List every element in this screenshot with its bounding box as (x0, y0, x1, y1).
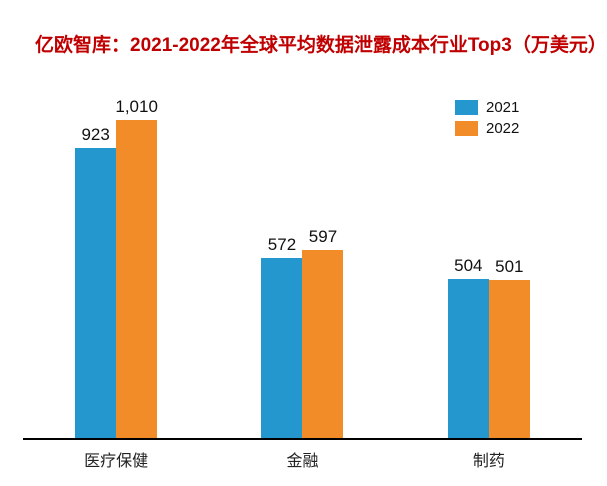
bar-group-2: 572 597 (209, 92, 395, 438)
legend: 2021 2022 (455, 100, 519, 136)
value-label: 597 (308, 227, 338, 247)
bar-2022-2: 597 (302, 227, 344, 438)
category-label: 制药 (472, 453, 505, 470)
bar-2022-3: 501 (488, 257, 530, 438)
value-label: 501 (495, 257, 524, 277)
category-axis: 医疗保健 金融 制药 (23, 447, 582, 471)
chart-title: 亿欧智库：2021-2022年全球平均数据泄露成本行业Top3（万美元） (35, 35, 607, 56)
value-label: 572 (267, 235, 297, 255)
bar-2022-1: 1,010 (115, 97, 158, 438)
legend-label: 2021 (486, 99, 520, 116)
legend-swatch-2022 (455, 121, 478, 136)
bar-group-1: 923 1,010 (23, 92, 209, 438)
legend-label: 2022 (486, 120, 520, 137)
bar-group-3: 504 501 (396, 92, 582, 438)
legend-item-2022: 2022 (455, 121, 519, 136)
legend-swatch-2021 (455, 100, 478, 115)
value-label: 923 (81, 124, 110, 144)
bar-2021-1: 923 (75, 125, 117, 438)
bar-2021-3: 504 (447, 256, 489, 438)
plot-area: 923 1,010 572 597 504 501 (23, 92, 582, 440)
category-label: 医疗保健 (84, 453, 149, 470)
bar-2021-2: 572 (261, 235, 303, 438)
legend-item-2021: 2021 (455, 100, 519, 115)
value-label: 1,010 (115, 97, 158, 117)
value-label: 504 (454, 256, 483, 276)
category-label: 金融 (286, 453, 319, 470)
